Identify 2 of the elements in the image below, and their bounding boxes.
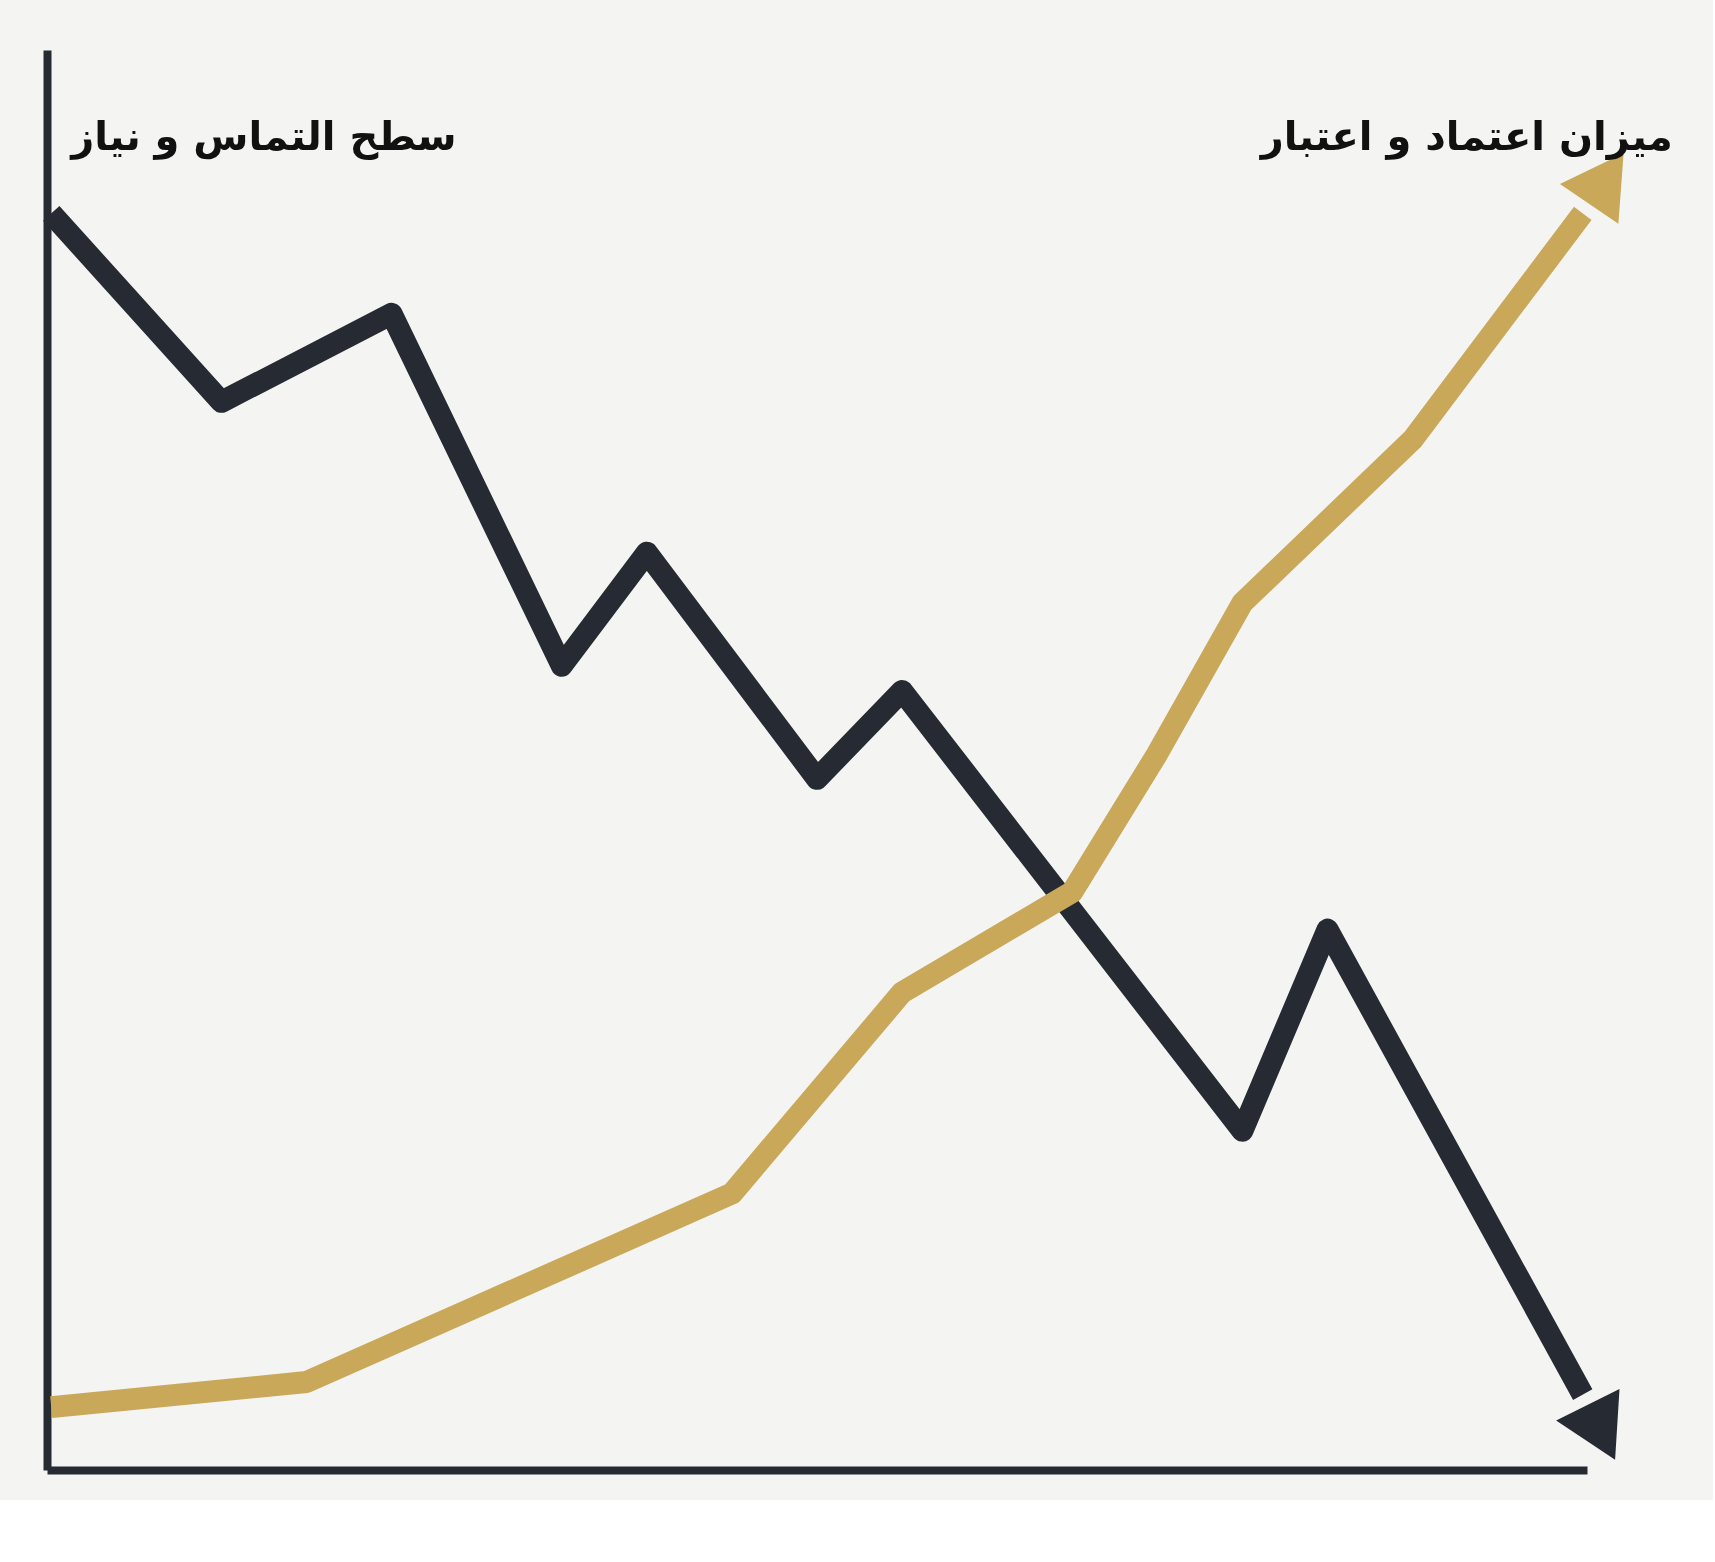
- series-label: سطح التماس و نیاز: [69, 113, 457, 161]
- text: میزان اعتماد و اعتبار: [1258, 113, 1673, 161]
